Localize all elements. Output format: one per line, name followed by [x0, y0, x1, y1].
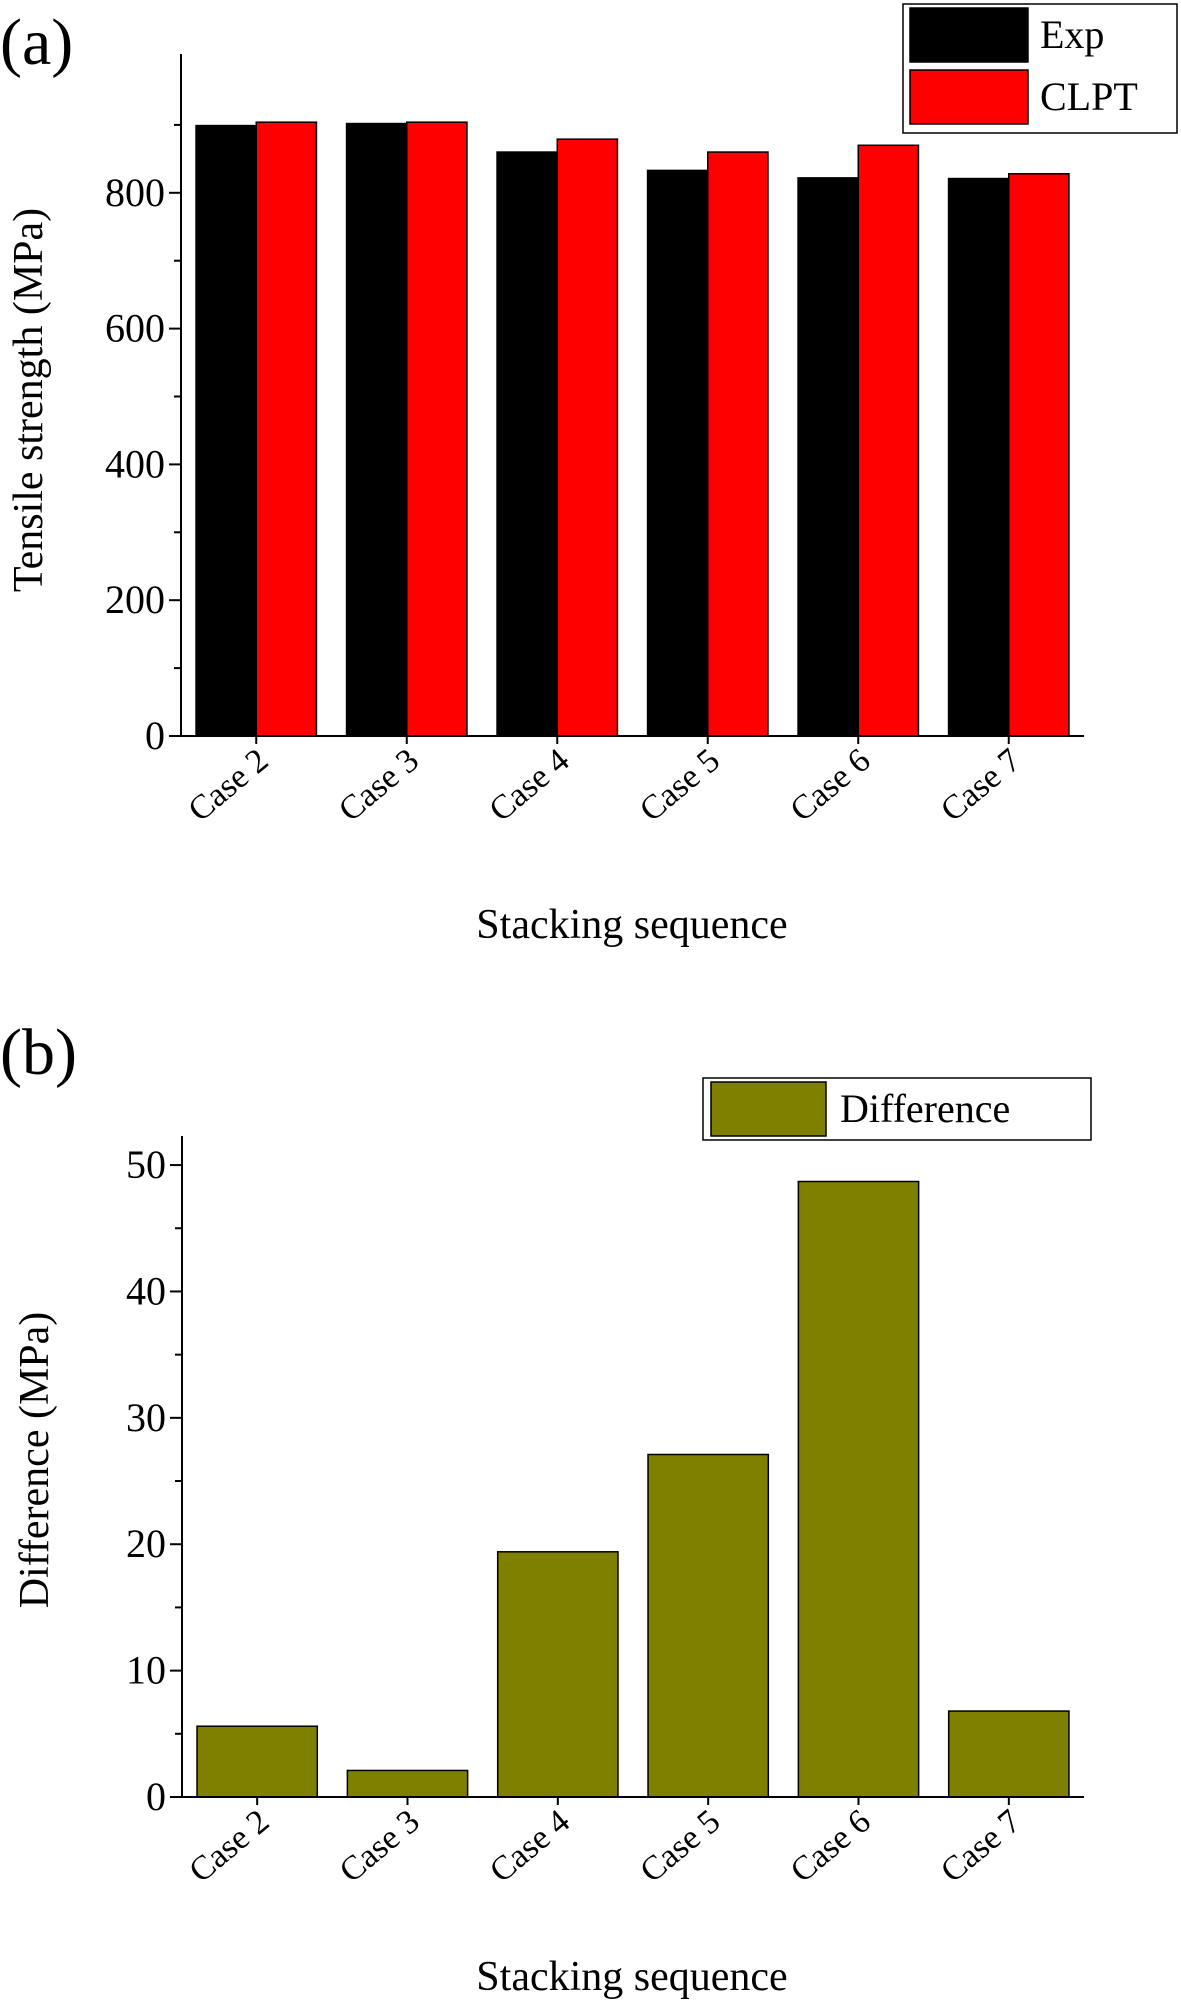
legend-swatch-exp: [909, 7, 1029, 63]
legend-label-difference: Difference: [840, 1086, 1010, 1131]
bar-exp-case-4: [496, 151, 558, 737]
y-axis-label: Tensile strength (MPa): [6, 208, 52, 592]
y-tick-label: 400: [105, 441, 165, 486]
y-tick-label: 30: [126, 1395, 166, 1440]
x-tick-label: Case 2: [181, 742, 275, 829]
bar-difference-case-7: [947, 1710, 1070, 1798]
bar-clpt-case-6: [857, 144, 920, 737]
legend-swatch-clpt: [909, 69, 1029, 125]
x-tick-label: Case 6: [783, 742, 877, 829]
legend-swatch-difference: [710, 1081, 827, 1137]
y-tick-label: 200: [105, 577, 165, 622]
panel-label: (a): [0, 6, 73, 79]
y-tick-label: 10: [126, 1648, 166, 1693]
x-tick-label: Case 5: [633, 742, 727, 829]
x-axis-label: Stacking sequence: [476, 1954, 787, 2000]
legend: Exp CLPT: [902, 3, 1178, 134]
bar-difference-case-2: [196, 1725, 319, 1798]
bar-difference-case-5: [647, 1453, 770, 1798]
y-tick-label: 50: [126, 1142, 166, 1187]
y-tick-label: 0: [145, 713, 165, 758]
x-tick-label: Case 4: [482, 742, 576, 829]
panel-label: (b): [0, 1016, 77, 1089]
bar-clpt-case-7: [1008, 173, 1070, 737]
y-tick-label: 0: [146, 1774, 166, 1819]
y-tick-label: 40: [126, 1268, 166, 1313]
bar-exp-case-5: [646, 169, 709, 737]
x-tick-label: Case 7: [934, 742, 1028, 829]
bar-clpt-case-4: [556, 138, 619, 737]
x-tick-label: Case 7: [934, 1803, 1028, 1890]
bar-exp-case-7: [947, 177, 1010, 737]
legend: Difference: [702, 1077, 1092, 1141]
y-tick-label: 600: [105, 306, 165, 351]
x-tick-label: Case 3: [332, 742, 426, 829]
bar-exp-case-3: [345, 122, 408, 737]
bar-exp-case-2: [195, 124, 258, 737]
bar-clpt-case-5: [707, 151, 769, 737]
legend-label-exp: Exp: [1040, 12, 1104, 57]
x-tick-label: Case 5: [633, 1803, 727, 1890]
y-tick-label: 20: [126, 1521, 166, 1566]
chart-a: 0 200 400 600 800 Case 2 Case 3 Case 4 Case 5 Cas…: [0, 3, 1178, 948]
bar-difference-case-4: [496, 1551, 619, 1798]
bar-difference-case-3: [346, 1769, 469, 1798]
bar-exp-case-6: [797, 177, 859, 737]
y-axis-label: Difference (MPa): [12, 1312, 58, 1609]
y-tick-label: 800: [105, 170, 165, 215]
x-axis-label: Stacking sequence: [476, 902, 787, 948]
chart-b: 0 10 20 30 40 50 Case 2 Case 3 Case 4 Case 5 Case …: [0, 1016, 1092, 2000]
bar-clpt-case-3: [406, 121, 468, 737]
x-tick-label: Case 4: [483, 1803, 577, 1890]
x-tick-label: Case 2: [182, 1803, 276, 1890]
legend-label-clpt: CLPT: [1040, 74, 1138, 119]
x-tick-label: Case 3: [333, 1803, 427, 1890]
bar-clpt-case-2: [255, 121, 318, 737]
bar-difference-case-6: [797, 1180, 920, 1798]
x-tick-label: Case 6: [784, 1803, 878, 1890]
